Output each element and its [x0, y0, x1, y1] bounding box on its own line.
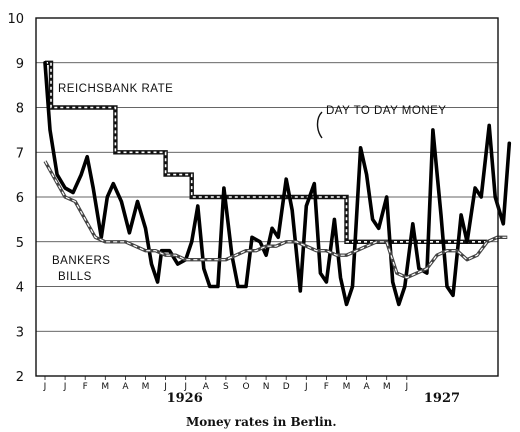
x-tick-label-18: J [404, 382, 408, 392]
series-day-to-day-money [43, 61, 512, 307]
x-tick-label-15: M [343, 382, 351, 392]
x-tick-label-4: A [122, 382, 129, 392]
x-tick-label-1: J [63, 382, 67, 392]
series-lines [43, 60, 512, 307]
plot-frame [35, 17, 499, 377]
y-tick-label-6: 6 [16, 191, 24, 206]
y-tick-label-8: 8 [16, 102, 24, 117]
bankers-bills-label-line2: BILLS [58, 271, 92, 283]
chart-caption: Money rates in Berlin. [186, 415, 337, 429]
year-label-1927: 1927 [424, 391, 460, 406]
y-tick-label-4: 4 [16, 281, 24, 296]
day-to-day-pointer [316, 111, 323, 139]
x-tick-label-7: J [183, 382, 187, 392]
x-tick-label-17: M [383, 382, 391, 392]
x-tick-label-11: N [263, 382, 270, 392]
y-tick-label-5: 5 [16, 236, 24, 251]
x-tick-label-3: M [101, 382, 109, 392]
x-tick-label-10: O [242, 382, 249, 392]
y-tick-label-9: 9 [16, 57, 24, 72]
x-tick-label-9: S [223, 382, 229, 392]
y-axis-ticks: 2 3 4 5 6 7 8 9 10 [7, 12, 24, 385]
y-tick-label-10: 10 [7, 12, 24, 27]
year-label-1926: 1926 [167, 391, 203, 406]
x-tick-label-5: M [142, 382, 150, 392]
series-reichsbank-rate [45, 62, 488, 243]
x-tick-label-14: F [324, 382, 329, 392]
x-tick-label-8: A [203, 382, 210, 392]
x-tick-label-6: J [163, 382, 167, 392]
bankers-bills-label-line1: BANKERS [52, 255, 110, 267]
x-tick-label-16: A [364, 382, 371, 392]
day-to-day-money-label: DAY TO DAY MONEY [326, 105, 446, 117]
y-tick-label-2: 2 [16, 370, 24, 385]
x-tick-label-2: F [83, 382, 88, 392]
x-tick-label-12: D [283, 382, 290, 392]
x-tick-label-0: J [43, 382, 47, 392]
x-tick-label-13: J [304, 382, 308, 392]
year-labels: 1926 1927 [167, 391, 460, 406]
reichsbank-rate-label: REICHSBANK RATE [58, 83, 173, 95]
series-bankers-bills [44, 160, 508, 279]
y-tick-label-7: 7 [16, 146, 24, 161]
y-tick-label-3: 3 [16, 325, 24, 340]
